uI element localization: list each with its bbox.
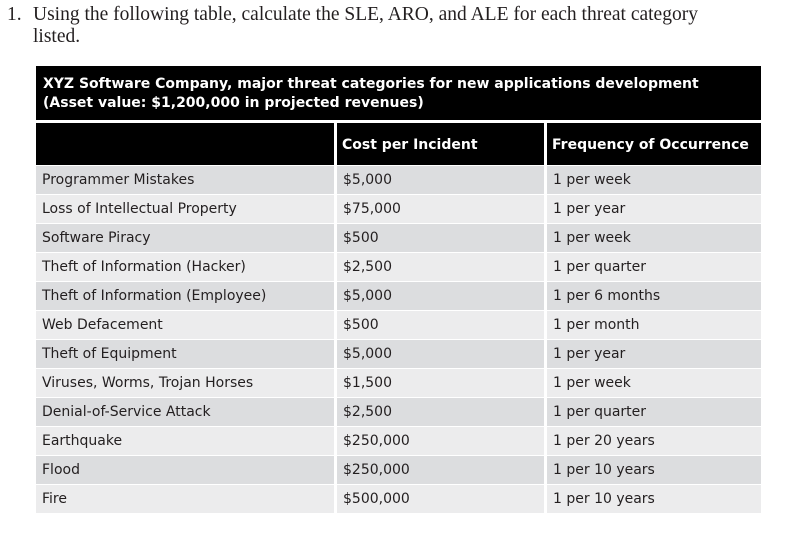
table-row: Theft of Information (Hacker) $2,500 1 per… — [36, 252, 761, 281]
frequency-cell: 1 per year — [544, 194, 761, 223]
threat-category-cell: Loss of Intellectual Property — [36, 194, 334, 223]
table-row: Software Piracy $500 1 per week — [36, 223, 761, 252]
threat-category-cell: Flood — [36, 455, 334, 484]
header-threat-category — [36, 123, 334, 165]
table-row: Fire $500,000 1 per 10 years — [36, 484, 761, 513]
cost-per-incident-cell: $5,000 — [334, 281, 544, 310]
table-header-row: Cost per Incident Frequency of Occurrenc… — [36, 123, 761, 165]
threat-category-cell: Software Piracy — [36, 223, 334, 252]
cost-per-incident-cell: $500 — [334, 310, 544, 339]
threat-table: Cost per Incident Frequency of Occurrenc… — [36, 123, 761, 513]
threat-category-cell: Theft of Information (Hacker) — [36, 252, 334, 281]
cost-per-incident-cell: $500,000 — [334, 484, 544, 513]
frequency-cell: 1 per 10 years — [544, 455, 761, 484]
question-number: 1. — [7, 4, 22, 25]
threat-category-cell: Theft of Information (Employee) — [36, 281, 334, 310]
header-frequency: Frequency of Occurrence — [544, 123, 761, 165]
table-row: Denial-of-Service Attack $2,500 1 per quar… — [36, 397, 761, 426]
table-row: Theft of Information (Employee) $5,000 1 p… — [36, 281, 761, 310]
threat-table-container: XYZ Software Company, major threat categ… — [36, 66, 761, 513]
frequency-cell: 1 per year — [544, 339, 761, 368]
frequency-cell: 1 per week — [544, 368, 761, 397]
question-text: 1. Using the following table, calculate t… — [7, 4, 777, 48]
table-caption-line-2: (Asset value: $1,200,000 in projected re… — [43, 95, 424, 111]
threat-category-cell: Earthquake — [36, 426, 334, 455]
cost-per-incident-cell: $2,500 — [334, 397, 544, 426]
frequency-cell: 1 per 10 years — [544, 484, 761, 513]
table-row: Web Defacement $500 1 per month — [36, 310, 761, 339]
table-row: Loss of Intellectual Property $75,000 1 pe… — [36, 194, 761, 223]
question-line-2: listed. — [33, 26, 81, 47]
threat-category-cell: Denial-of-Service Attack — [36, 397, 334, 426]
cost-per-incident-cell: $500 — [334, 223, 544, 252]
cost-per-incident-cell: $1,500 — [334, 368, 544, 397]
threat-category-cell: Viruses, Worms, Trojan Horses — [36, 368, 334, 397]
cost-per-incident-cell: $5,000 — [334, 339, 544, 368]
table-row: Flood $250,000 1 per 10 years — [36, 455, 761, 484]
table-caption: XYZ Software Company, major threat categ… — [36, 66, 761, 120]
header-cost-per-incident: Cost per Incident — [334, 123, 544, 165]
threat-category-cell: Programmer Mistakes — [36, 165, 334, 194]
cost-per-incident-cell: $250,000 — [334, 426, 544, 455]
cost-per-incident-cell: $5,000 — [334, 165, 544, 194]
question-line-1: Using the following table, calculate the… — [33, 4, 698, 25]
frequency-cell: 1 per 6 months — [544, 281, 761, 310]
table-row: Theft of Equipment $5,000 1 per year — [36, 339, 761, 368]
frequency-cell: 1 per week — [544, 165, 761, 194]
cost-per-incident-cell: $75,000 — [334, 194, 544, 223]
frequency-cell: 1 per quarter — [544, 397, 761, 426]
frequency-cell: 1 per month — [544, 310, 761, 339]
frequency-cell: 1 per quarter — [544, 252, 761, 281]
threat-category-cell: Fire — [36, 484, 334, 513]
table-caption-line-1: XYZ Software Company, major threat categ… — [43, 76, 699, 92]
threat-category-cell: Theft of Equipment — [36, 339, 334, 368]
table-body: Programmer Mistakes $5,000 1 per week Loss … — [36, 165, 761, 513]
cost-per-incident-cell: $250,000 — [334, 455, 544, 484]
frequency-cell: 1 per week — [544, 223, 761, 252]
cost-per-incident-cell: $2,500 — [334, 252, 544, 281]
frequency-cell: 1 per 20 years — [544, 426, 761, 455]
threat-category-cell: Web Defacement — [36, 310, 334, 339]
table-row: Earthquake $250,000 1 per 20 years — [36, 426, 761, 455]
table-row: Viruses, Worms, Trojan Horses $1,500 1 per… — [36, 368, 761, 397]
table-row: Programmer Mistakes $5,000 1 per week — [36, 165, 761, 194]
